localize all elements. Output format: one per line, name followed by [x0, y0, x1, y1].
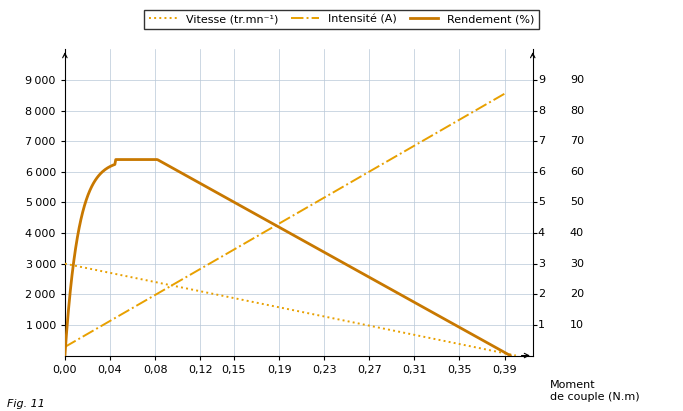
Text: 40: 40: [570, 228, 584, 238]
Text: 1: 1: [538, 320, 545, 330]
Text: 60: 60: [570, 167, 584, 177]
Text: Moment
de couple (N.m): Moment de couple (N.m): [550, 380, 639, 402]
Text: 8: 8: [538, 106, 545, 115]
Text: 50: 50: [570, 197, 584, 208]
Text: 2: 2: [538, 289, 545, 299]
Text: 20: 20: [570, 289, 584, 299]
Text: 80: 80: [570, 106, 584, 115]
Text: 3: 3: [538, 259, 545, 269]
Text: 7: 7: [538, 136, 545, 146]
Legend: Vitesse (tr.mn⁻¹), Intensité (A), Rendement (%): Vitesse (tr.mn⁻¹), Intensité (A), Rendem…: [145, 10, 538, 28]
Text: 30: 30: [570, 259, 584, 269]
Text: 5: 5: [538, 197, 545, 208]
Text: Fig. 11: Fig. 11: [7, 399, 44, 409]
Text: 4: 4: [538, 228, 545, 238]
Text: 90: 90: [570, 75, 584, 85]
Text: 70: 70: [570, 136, 584, 146]
Text: 10: 10: [570, 320, 584, 330]
Text: 9: 9: [538, 75, 545, 85]
Text: 6: 6: [538, 167, 545, 177]
